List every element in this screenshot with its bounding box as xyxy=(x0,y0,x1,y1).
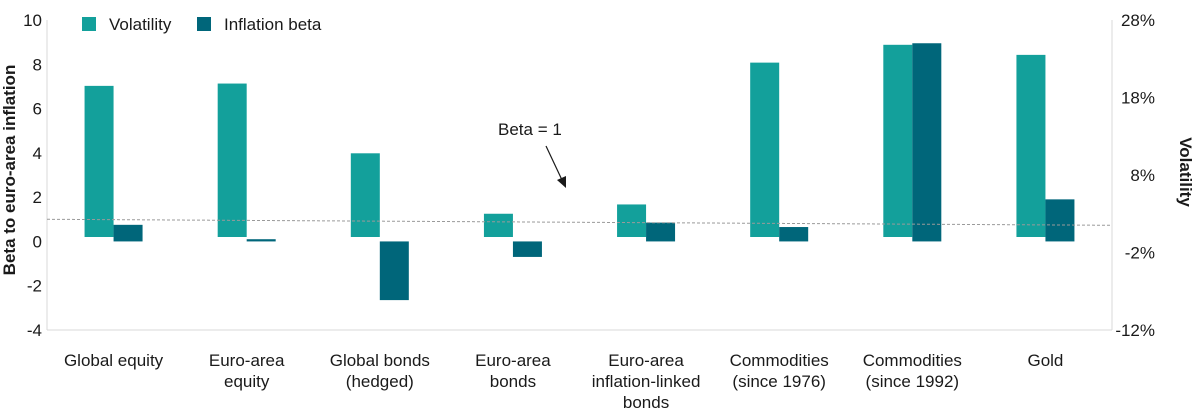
left-axis-ticks: -4 -2 0 2 4 6 8 10 xyxy=(23,11,42,340)
bar-volatility xyxy=(217,83,247,237)
legend-label: Inflation beta xyxy=(224,15,322,34)
bar-inflation-beta xyxy=(1045,199,1075,242)
beta-annotation-label: Beta = 1 xyxy=(498,120,562,139)
bar-volatility xyxy=(84,85,114,237)
legend-label: Volatility xyxy=(109,15,172,34)
beta-reference-line xyxy=(46,218,1113,226)
right-axis-title: Volatility xyxy=(1176,137,1195,207)
left-tick-label: 2 xyxy=(33,188,42,207)
right-axis-ticks: -12% -2% 8% 18% 28% xyxy=(1115,11,1155,340)
right-tick-label: 18% xyxy=(1121,89,1155,108)
category-label: Euro-area inflation-linked bonds xyxy=(592,351,701,412)
category-label: Global bonds (hedged) xyxy=(330,351,430,391)
right-tick-label: 28% xyxy=(1121,11,1155,30)
bar-volatility xyxy=(750,62,780,237)
beta-annotation-arrow xyxy=(545,145,563,181)
bars xyxy=(84,43,1075,301)
left-axis-title: Beta to euro-area inflation xyxy=(0,65,19,276)
bar-inflation-beta xyxy=(379,241,409,301)
category-labels: Global equity Euro-area equity Global bonds… xyxy=(64,351,1063,412)
legend-swatch xyxy=(82,17,96,31)
left-tick-label: -2 xyxy=(27,277,42,296)
category-label: Gold xyxy=(1027,351,1063,370)
left-tick-label: 0 xyxy=(33,232,42,251)
bar-volatility xyxy=(350,153,380,237)
left-tick-label: -4 xyxy=(27,321,42,340)
category-label: Commodities (since 1992) xyxy=(863,351,962,391)
right-tick-label: -2% xyxy=(1125,244,1155,263)
left-tick-label: 4 xyxy=(33,144,42,163)
bar-inflation-beta xyxy=(246,239,276,242)
legend: Volatility Inflation beta xyxy=(82,15,322,34)
category-label: Euro-area bonds xyxy=(475,351,551,391)
right-tick-label: -12% xyxy=(1115,321,1155,340)
bar-volatility xyxy=(883,44,913,237)
bar-volatility xyxy=(483,213,513,237)
right-tick-label: 8% xyxy=(1130,166,1155,185)
bar-inflation-beta xyxy=(512,241,542,257)
bar-volatility xyxy=(1016,54,1046,237)
beta-annotation-arrowhead xyxy=(557,176,566,188)
bar-inflation-beta xyxy=(779,227,809,242)
bar-inflation-beta xyxy=(912,43,942,242)
legend-swatch xyxy=(197,17,211,31)
left-tick-label: 6 xyxy=(33,100,42,119)
left-tick-label: 8 xyxy=(33,55,42,74)
category-label: Euro-area equity xyxy=(209,351,285,391)
bar-inflation-beta xyxy=(113,224,143,242)
category-label: Commodities (since 1976) xyxy=(730,351,829,391)
left-tick-label: 10 xyxy=(23,11,42,30)
category-label: Global equity xyxy=(64,351,164,370)
bar-inflation-beta xyxy=(646,222,676,242)
bar-volatility xyxy=(617,204,647,237)
